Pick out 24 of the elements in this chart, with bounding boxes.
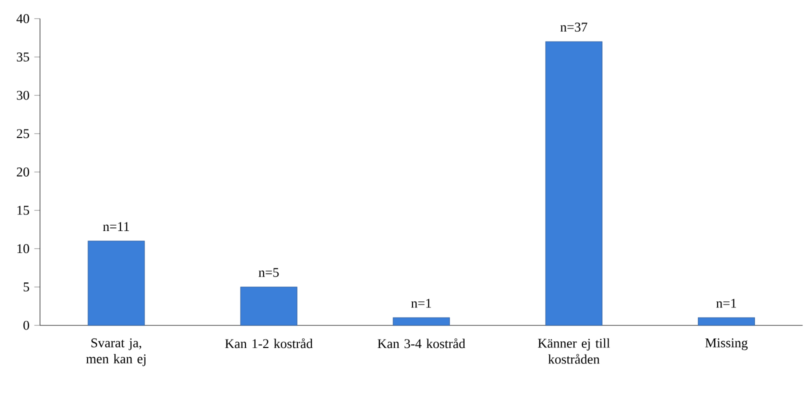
data-label: n=1 — [411, 298, 431, 308]
y-tick-label: 5 — [24, 282, 30, 292]
data-label: n=11 — [103, 222, 129, 231]
bar — [698, 317, 755, 326]
y-tick-label: 25 — [16, 129, 30, 138]
data-label: n=5 — [258, 268, 279, 277]
y-tick-label: 30 — [16, 90, 30, 100]
bar — [88, 240, 145, 326]
x-tick-label: Kan 1-2 kostråd — [225, 338, 313, 348]
y-tick-label: 10 — [17, 244, 30, 254]
data-label: n=1 — [716, 298, 736, 308]
bar — [240, 286, 298, 326]
y-tick-label: 0 — [23, 320, 30, 330]
bar — [392, 317, 450, 326]
y-tick-label: 35 — [16, 52, 30, 62]
x-tick-label: Känner ej till kostråden — [538, 338, 610, 364]
data-label: n=37 — [560, 22, 588, 32]
y-tick-label: 40 — [16, 14, 30, 24]
x-tick-label: Svarat ja, men kan ej — [86, 338, 146, 366]
y-tick-label: 15 — [17, 206, 30, 215]
bar — [545, 41, 602, 326]
y-tick-label: 20 — [16, 168, 30, 176]
x-tick-label: Missing — [705, 338, 748, 350]
x-tick-label: Kan 3-4 kostråd — [378, 338, 466, 348]
